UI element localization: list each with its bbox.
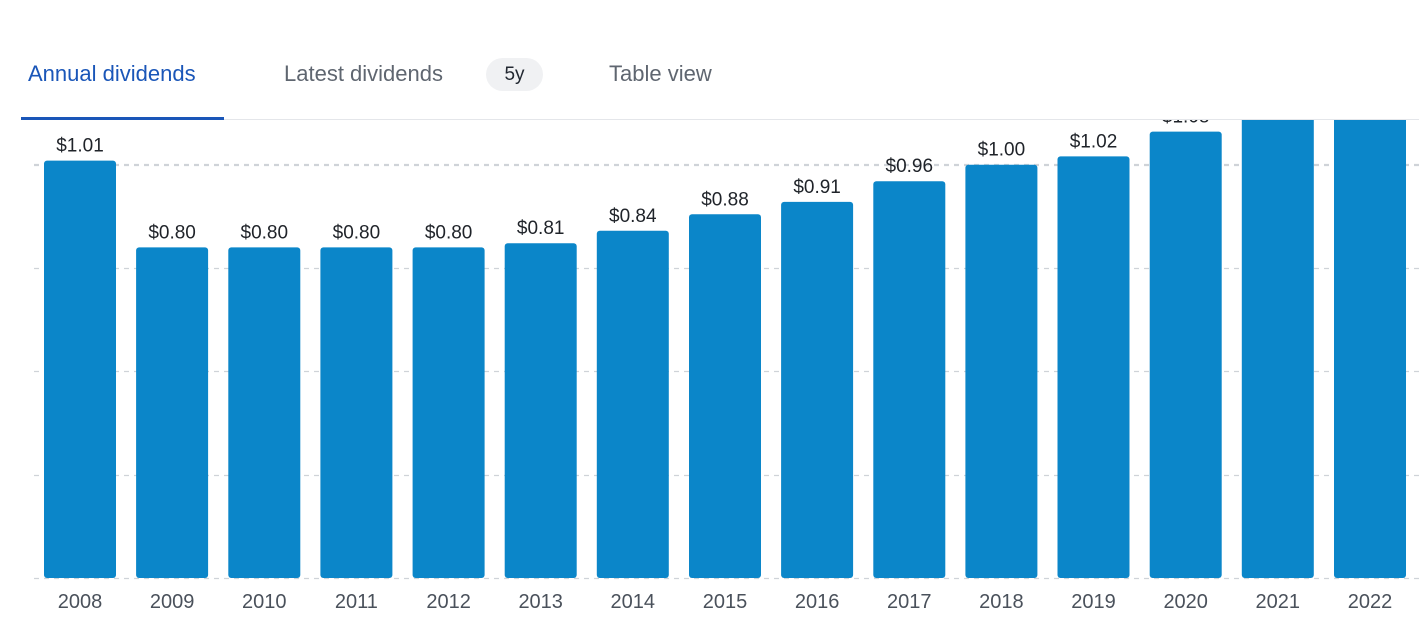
- value-label-2011: $0.80: [333, 222, 381, 243]
- value-label-2015: $0.88: [701, 189, 749, 210]
- bar-2012[interactable]: [412, 247, 485, 578]
- bar-2010[interactable]: [228, 247, 301, 578]
- year-label-2016: 2016: [795, 591, 840, 613]
- year-label-2013: 2013: [518, 591, 563, 613]
- value-label-2013: $0.81: [517, 218, 565, 239]
- bar-2014[interactable]: [596, 230, 669, 579]
- chart-bars: [44, 120, 1406, 579]
- year-label-2018: 2018: [979, 591, 1024, 613]
- chart-year-labels: 2008 2009 2010 2011 2012 2013 2014 2015 2016 2017…: [58, 591, 1393, 613]
- bar-2011[interactable]: [320, 247, 393, 578]
- year-label-2021: 2021: [1256, 591, 1301, 613]
- year-label-2009: 2009: [150, 591, 195, 613]
- bar-2016[interactable]: [781, 201, 854, 578]
- bar-2022[interactable]: [1334, 120, 1406, 578]
- year-label-2017: 2017: [887, 591, 932, 613]
- year-label-2020: 2020: [1163, 591, 1208, 613]
- year-label-2015: 2015: [703, 591, 748, 613]
- bar-2018[interactable]: [965, 164, 1038, 578]
- value-label-2016: $0.91: [793, 177, 841, 198]
- chart-value-labels: $1.01 $0.80 $0.80 $0.80 $0.80 $0.81 $0.84 $0.88…: [56, 120, 1210, 243]
- year-label-2014: 2014: [611, 591, 656, 613]
- tab-latest-dividends[interactable]: Latest dividends: [284, 61, 443, 86]
- bar-2021[interactable]: [1241, 120, 1314, 578]
- bar-2008[interactable]: [44, 160, 116, 578]
- year-label-2010: 2010: [242, 591, 287, 613]
- year-label-2022: 2022: [1348, 591, 1393, 613]
- bar-2017[interactable]: [873, 181, 946, 578]
- value-label-2019: $1.02: [1070, 131, 1118, 152]
- range-badge-5y[interactable]: 5y: [486, 58, 543, 91]
- bar-2019[interactable]: [1057, 156, 1130, 578]
- bar-2015[interactable]: [689, 214, 761, 579]
- tab-annual-dividends[interactable]: Annual dividends: [28, 61, 196, 86]
- value-label-2014: $0.84: [609, 206, 657, 227]
- value-label-2018: $1.00: [978, 140, 1026, 161]
- annual-dividends-chart: $1.01 $0.80 $0.80 $0.80 $0.80 $0.81 $0.84 $0.88…: [34, 120, 1419, 613]
- value-label-2008: $1.01: [56, 136, 104, 157]
- bar-2013[interactable]: [504, 243, 577, 578]
- tab-table-view[interactable]: Table view: [609, 61, 712, 86]
- value-label-2012: $0.80: [425, 222, 473, 243]
- tabs-divider: [21, 119, 1419, 120]
- year-label-2011: 2011: [335, 591, 378, 613]
- year-label-2019: 2019: [1071, 591, 1116, 613]
- value-label-2009: $0.80: [148, 222, 196, 243]
- year-label-2012: 2012: [426, 591, 471, 613]
- year-label-2008: 2008: [58, 591, 103, 613]
- value-label-2010: $0.80: [241, 222, 289, 243]
- bar-2020[interactable]: [1149, 131, 1222, 578]
- tab-bar: Annual dividends Latest dividends 5y Tab…: [0, 0, 1419, 120]
- value-label-2017: $0.96: [886, 156, 934, 177]
- bar-2009[interactable]: [136, 247, 209, 578]
- value-label-2020: $1.08: [1162, 120, 1210, 128]
- active-tab-indicator: [21, 117, 224, 120]
